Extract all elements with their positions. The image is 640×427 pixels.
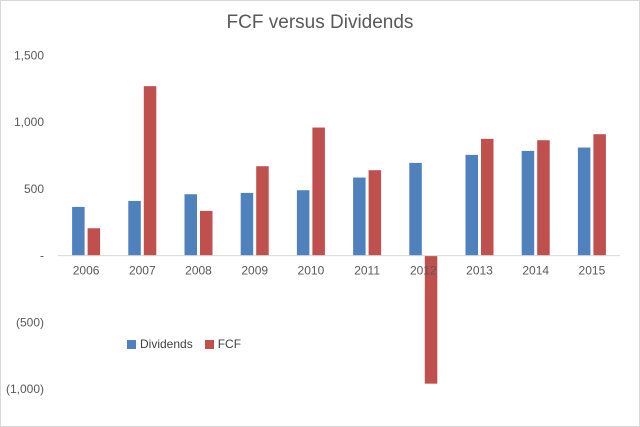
x-tick-label: 2008 [185, 264, 212, 278]
x-tick-label: 2011 [354, 264, 380, 278]
bar-dividends-2009 [240, 192, 254, 256]
chart-title: FCF versus Dividends [226, 12, 414, 33]
x-tick-label: 2006 [73, 264, 100, 278]
bar-fcf-2010 [312, 127, 325, 256]
x-tick-label: 2015 [579, 264, 606, 278]
y-tick-label: 1,500 [14, 49, 44, 63]
bar-dividends-2010 [296, 190, 310, 256]
bar-dividends-2015 [577, 147, 591, 256]
y-tick-label: - [40, 249, 44, 263]
legend-label-dividends: Dividends [140, 337, 193, 351]
bar-dividends-2011 [353, 177, 366, 256]
y-tick-label: 500 [24, 182, 44, 196]
legend-swatch-fcf [204, 339, 214, 349]
bar-dividends-2012 [409, 162, 422, 256]
bar-fcf-2012 [424, 255, 438, 384]
bar-dividends-2006 [72, 206, 85, 256]
bar-fcf-2008 [200, 210, 213, 256]
bar-fcf-2014 [537, 140, 550, 256]
bars [72, 86, 606, 384]
x-axis-ticks: 2006 2007 2008 2009 2010 2011 2012 2013 2014 2015 [73, 264, 606, 278]
bar-fcf-2013 [481, 138, 494, 256]
legend-label-fcf: FCF [217, 337, 242, 351]
legend-item-dividends: Dividends [127, 337, 193, 351]
bar-dividends-2007 [128, 200, 141, 256]
bar-dividends-2008 [184, 194, 197, 256]
bar-fcf-2015 [593, 134, 606, 256]
bar-dividends-2013 [465, 154, 478, 256]
x-tick-label: 2014 [522, 264, 549, 278]
x-tick-label: 2013 [466, 264, 493, 278]
x-tick-label: 2012 [410, 264, 437, 278]
legend: Dividends FCF [127, 337, 253, 351]
legend-swatch-dividends [127, 339, 136, 349]
bar-dividends-2014 [521, 150, 535, 256]
x-tick-label: 2010 [298, 264, 325, 278]
bar-fcf-2009 [256, 166, 269, 256]
y-tick-label: (1,000) [6, 382, 44, 396]
y-axis-ticks: 1,500 1,000 500 - (500) (1,000) [6, 49, 44, 397]
x-tick-label: 2009 [241, 264, 268, 278]
bar-fcf-2011 [368, 170, 382, 256]
bar-fcf-2007 [143, 86, 157, 256]
x-tick-label: 2007 [129, 264, 156, 278]
bar-fcf-2006 [87, 228, 101, 256]
y-tick-label: 1,000 [14, 115, 44, 129]
y-tick-label: (500) [16, 315, 44, 329]
legend-item-fcf: FCF [204, 337, 242, 351]
